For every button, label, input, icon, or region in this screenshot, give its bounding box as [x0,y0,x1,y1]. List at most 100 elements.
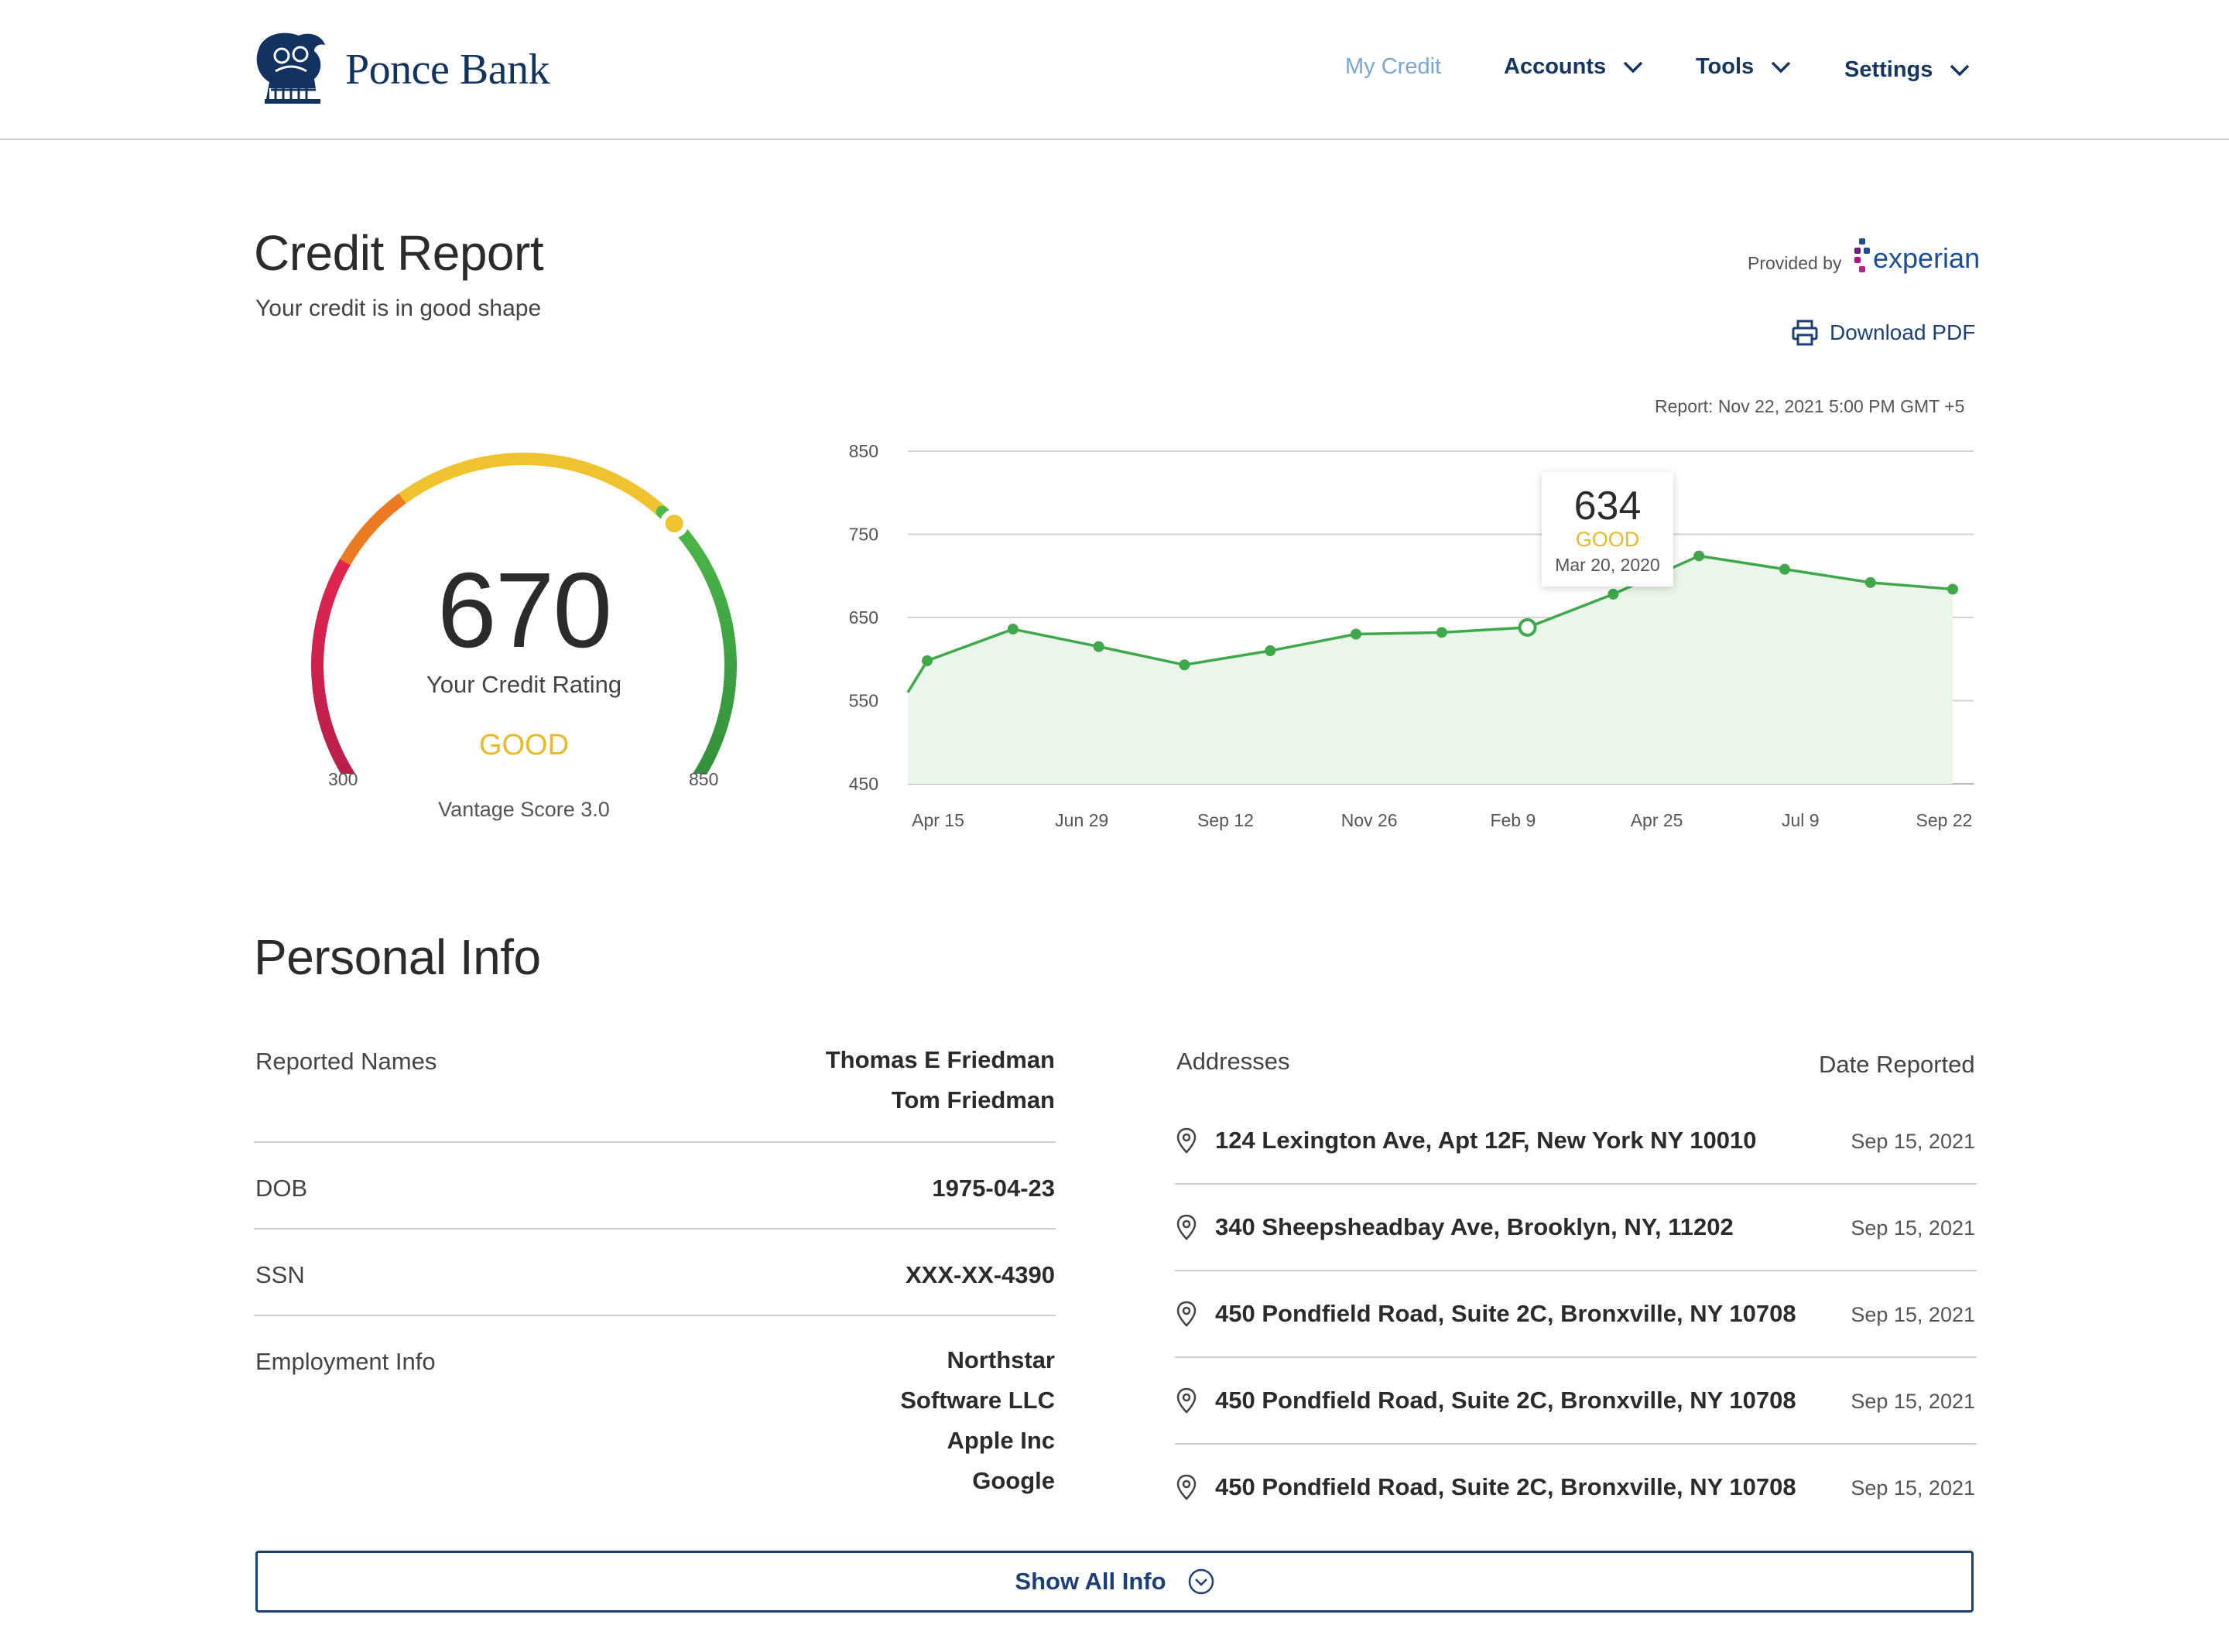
location-pin-icon [1176,1214,1197,1240]
chart-data-point [1608,588,1619,600]
address-text: 450 Pondfield Road, Suite 2C, Bronxville… [1215,1473,1796,1500]
divider [254,1228,1056,1230]
x-tick-label: Nov 26 [1341,810,1398,830]
show-all-info-button[interactable]: Show All Info [255,1551,1974,1613]
gauge-segment-green [656,505,737,774]
gauge-min-label: 300 [328,769,358,789]
x-tick-label: Jun 29 [1055,810,1108,830]
download-pdf-label: Download PDF [1830,320,1976,344]
employment-values: Northstar Software LLC Apple Inc Google [900,1340,1055,1501]
gauge-segment-orange [339,493,406,566]
tooltip-rating: GOOD [1575,528,1640,551]
chevron-down-icon [1771,61,1791,73]
location-pin-icon [1176,1301,1197,1327]
chart-data-point [1007,624,1019,635]
location-pin-icon [1176,1127,1197,1154]
divider [254,1141,1056,1143]
credit-score-value: 670 [437,551,612,670]
dob-value: 1975-04-23 [932,1175,1055,1202]
reported-names-label: Reported Names [255,1048,437,1075]
chevron-circle-down-icon [1188,1568,1214,1595]
location-pin-icon [1176,1474,1197,1500]
address-date: Sep 15, 2021 [1851,1476,1975,1500]
address-text: 340 Sheepsheadbay Ave, Brooklyn, NY, 112… [1215,1213,1734,1240]
nav-settings-label: Settings [1844,57,1933,82]
nav-tools-label: Tools [1696,54,1755,79]
gauge-max-label: 850 [689,769,719,789]
lion-crest-icon [256,32,325,104]
x-tick-label: Sep 22 [1916,810,1973,830]
chart-area-fill [908,556,1953,784]
address-row: 450 Pondfield Road, Suite 2C, Bronxville… [1176,1387,1796,1414]
credit-history-chart: 850 750 650 550 450 Apr 15 Jun 29 Sep 12 Nov 26 F… [849,441,1974,830]
y-tick-label: 650 [849,607,878,628]
reported-name: Thomas E Friedman [825,1046,1055,1073]
dob-label: DOB [255,1175,308,1202]
divider [1175,1356,1977,1358]
tooltip-date: Mar 20, 2020 [1555,555,1660,575]
addresses-label: Addresses [1176,1048,1290,1075]
x-tick-label: Jul 9 [1782,810,1820,830]
date-reported-label: Date Reported [1819,1051,1975,1078]
address-row: 124 Lexington Ave, Apt 12F, New York NY … [1176,1127,1757,1154]
divider [1175,1443,1977,1445]
y-tick-label: 750 [849,525,878,545]
divider [254,1315,1056,1316]
credit-score-gauge [311,453,737,774]
chart-series-line [906,554,1953,693]
chart-data-point [1436,627,1447,638]
reported-names-values: Thomas E Friedman Tom Friedman [826,1040,1055,1120]
provided-by-label: Provided by [1748,253,1842,273]
chart-data-point [1864,576,1876,588]
chart-data-point [1693,550,1705,562]
gauge-segment-yellow [399,453,667,517]
show-all-info-label: Show All Info [1015,1568,1166,1595]
x-tick-label: Sep 12 [1197,810,1254,830]
download-pdf-link[interactable]: Download PDF [1791,319,1975,347]
nav-accounts[interactable]: Accounts [1504,54,1643,80]
nav-settings[interactable]: Settings [1844,57,1970,83]
nav-accounts-label: Accounts [1504,54,1607,79]
address-date: Sep 15, 2021 [1851,1216,1975,1240]
chart-data-point [1265,645,1276,656]
credit-rating-status: GOOD [478,729,570,761]
address-text: 450 Pondfield Road, Suite 2C, Bronxville… [1215,1387,1796,1414]
experian-wordmark: experian [1873,242,1981,274]
address-row: 450 Pondfield Road, Suite 2C, Bronxville… [1176,1300,1796,1328]
ponce-bank-logo[interactable]: Ponce Bank [252,28,550,111]
chevron-down-icon [1623,61,1643,73]
employer-name: Software LLC [900,1387,1055,1414]
y-tick-label: 850 [849,441,878,461]
report-date: Report: Nov 22, 2021 5:00 PM GMT +5 [1655,396,1965,416]
reported-name: Tom Friedman [891,1086,1055,1113]
employer-name: Apple Inc [947,1427,1055,1454]
brand-name: Ponce Bank [345,46,550,94]
divider [1175,1183,1977,1185]
employer-name: Google [972,1467,1055,1494]
employer-name: Northstar [947,1346,1055,1373]
ssn-value: XXX-XX-4390 [906,1261,1055,1288]
nav-tools[interactable]: Tools [1696,54,1791,80]
y-tick-label: 450 [849,774,878,794]
chart-data-point [1351,628,1361,640]
score-model-label: Vantage Score 3.0 [438,798,610,821]
top-header: Ponce Bank My Credit Accounts Tools Sett… [0,0,2229,140]
address-row: 450 Pondfield Road, Suite 2C, Bronxville… [1176,1473,1796,1501]
x-tick-label: Feb 9 [1490,810,1536,830]
address-text: 450 Pondfield Road, Suite 2C, Bronxville… [1215,1300,1796,1327]
y-tick-label: 550 [849,691,878,711]
page-title: Credit Report [254,225,544,281]
chart-data-point [922,655,933,666]
nav-my-credit[interactable]: My Credit [1345,54,1441,80]
x-tick-label: Apr 25 [1631,810,1683,830]
experian-logo: experian [1854,237,1980,280]
nav-my-credit-label: My Credit [1345,54,1442,79]
page-subtitle: Your credit is in good shape [255,296,542,321]
experian-dots-icon [1854,238,1870,272]
employment-label: Employment Info [255,1348,436,1375]
address-text: 124 Lexington Ave, Apt 12F, New York NY … [1215,1127,1757,1154]
x-tick-label: Apr 15 [912,810,964,830]
chart-data-point [1179,659,1190,671]
gauge-score-marker [659,509,689,539]
chart-data-point [1947,583,1958,595]
